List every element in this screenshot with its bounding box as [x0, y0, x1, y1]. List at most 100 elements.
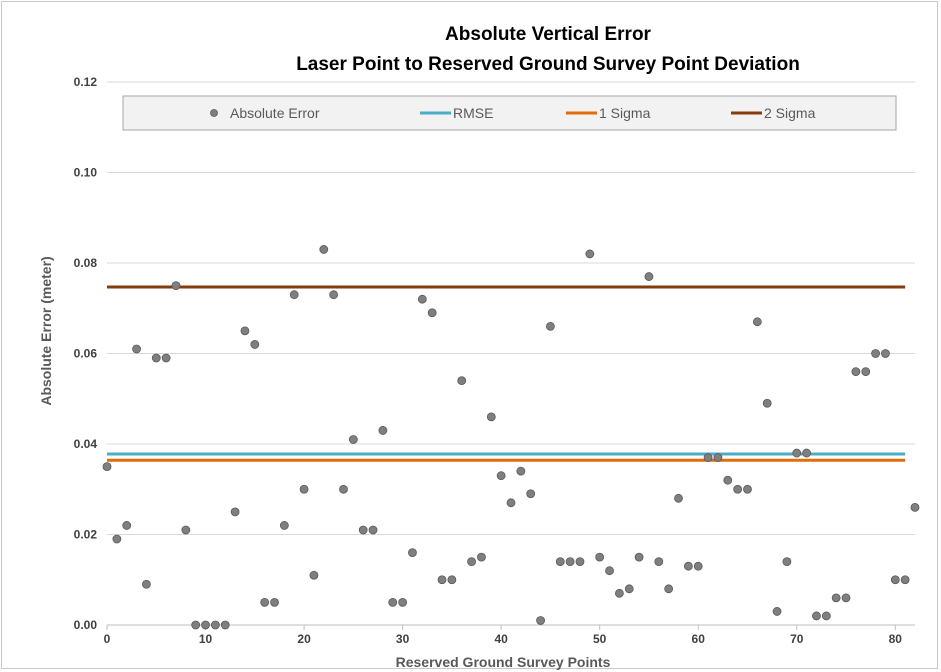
- data-point: [467, 557, 476, 567]
- data-point: [388, 597, 398, 607]
- data-point: [703, 453, 713, 462]
- data-point: [151, 353, 161, 363]
- data-point: [792, 448, 802, 458]
- data-point: [408, 548, 417, 557]
- data-point: [713, 453, 723, 462]
- x-tick-label: 60: [692, 632, 706, 646]
- x-tick-label: 0: [104, 632, 111, 646]
- data-point: [890, 575, 900, 585]
- data-point: [900, 575, 910, 585]
- data-point: [132, 344, 141, 354]
- data-point: [437, 575, 447, 585]
- data-point: [565, 557, 575, 567]
- data-point: [506, 498, 516, 508]
- data-point: [910, 502, 920, 512]
- data-point: [634, 552, 644, 562]
- reference-lines: [107, 285, 906, 462]
- data-point: [674, 493, 683, 503]
- y-tick-label: 0.12: [74, 75, 98, 89]
- x-tick-label: 30: [396, 632, 410, 646]
- data-point: [821, 611, 831, 621]
- data-point: [477, 552, 486, 562]
- data-point: [861, 367, 871, 377]
- data-point: [831, 593, 841, 603]
- legend-box: [122, 95, 897, 131]
- data-point: [683, 561, 693, 571]
- data-point: [112, 534, 122, 544]
- y-tick-label: 0.08: [74, 256, 98, 270]
- data-point: [851, 367, 861, 377]
- y-tick-label: 0.10: [74, 166, 98, 180]
- data-point: [762, 398, 772, 408]
- data-point: [644, 272, 654, 281]
- chart-title-line-2: Laser Point to Reserved Ground Survey Po…: [296, 54, 800, 75]
- data-point: [654, 557, 664, 567]
- legend: Absolute Error RMSE 1 Sigma 2 Sigma: [122, 95, 897, 131]
- data-point: [536, 616, 545, 625]
- data-point: [841, 593, 851, 603]
- y-tick-label: 0.06: [74, 347, 98, 361]
- data-point: [693, 561, 703, 571]
- data-point: [782, 557, 792, 567]
- data-point: [614, 588, 624, 598]
- x-tick-label: 10: [199, 632, 213, 646]
- absolute-error-points: [102, 245, 920, 630]
- data-point: [457, 376, 467, 386]
- legend-label-rmse: RMSE: [453, 105, 493, 121]
- x-tick-label: 40: [494, 632, 508, 646]
- data-point: [368, 525, 378, 535]
- y-tick-label: 0.02: [74, 528, 98, 542]
- data-point: [309, 570, 319, 580]
- data-point: [191, 620, 201, 630]
- data-point: [733, 484, 743, 494]
- data-point: [270, 597, 279, 607]
- data-point: [555, 557, 565, 567]
- legend-label-2-sigma: 2 Sigma: [764, 105, 816, 121]
- y-axis-tick-labels: 0.00 0.02 0.04 0.06 0.08 0.10 0.12: [74, 75, 98, 632]
- data-point: [250, 340, 260, 349]
- legend-marker-absolute-error: [210, 109, 218, 117]
- data-point: [802, 448, 812, 458]
- data-point: [378, 426, 388, 435]
- data-point: [881, 349, 890, 358]
- data-point: [743, 484, 752, 494]
- x-axis-title: Reserved Ground Survey Points: [396, 654, 611, 670]
- data-point: [605, 566, 614, 576]
- data-point: [516, 466, 526, 476]
- x-axis-tick-labels: 0 10 20 30 40 50 60 70 80: [104, 632, 903, 646]
- data-point: [546, 321, 555, 331]
- data-point: [299, 484, 309, 494]
- data-point: [279, 521, 289, 530]
- data-point: [329, 290, 339, 300]
- y-tick-label: 0.00: [74, 618, 98, 632]
- x-tick-label: 70: [790, 632, 804, 646]
- data-point: [358, 525, 368, 535]
- x-tick-label: 20: [297, 632, 311, 646]
- data-point: [398, 597, 408, 607]
- data-point: [260, 597, 270, 607]
- data-point: [871, 349, 880, 358]
- data-point: [664, 584, 674, 594]
- data-point: [526, 489, 536, 499]
- data-point: [339, 484, 348, 494]
- data-point: [772, 607, 782, 616]
- y-axis-title: Absolute Error (meter): [38, 256, 54, 405]
- chart-title-line-1: Absolute Vertical Error: [445, 24, 652, 45]
- data-point: [161, 353, 171, 363]
- data-point: [427, 308, 437, 318]
- legend-label-1-sigma: 1 Sigma: [599, 105, 651, 121]
- data-point: [230, 507, 240, 517]
- legend-label-absolute-error: Absolute Error: [230, 105, 320, 121]
- data-point: [624, 584, 634, 594]
- data-point: [102, 462, 112, 472]
- x-tick-label: 50: [593, 632, 607, 646]
- chart-title: Absolute Vertical Error Laser Point to R…: [296, 24, 800, 75]
- y-tick-label: 0.04: [74, 437, 98, 451]
- data-point: [220, 620, 230, 630]
- data-point: [142, 579, 151, 589]
- data-point: [319, 245, 329, 254]
- data-point: [486, 412, 496, 422]
- data-point: [210, 620, 220, 630]
